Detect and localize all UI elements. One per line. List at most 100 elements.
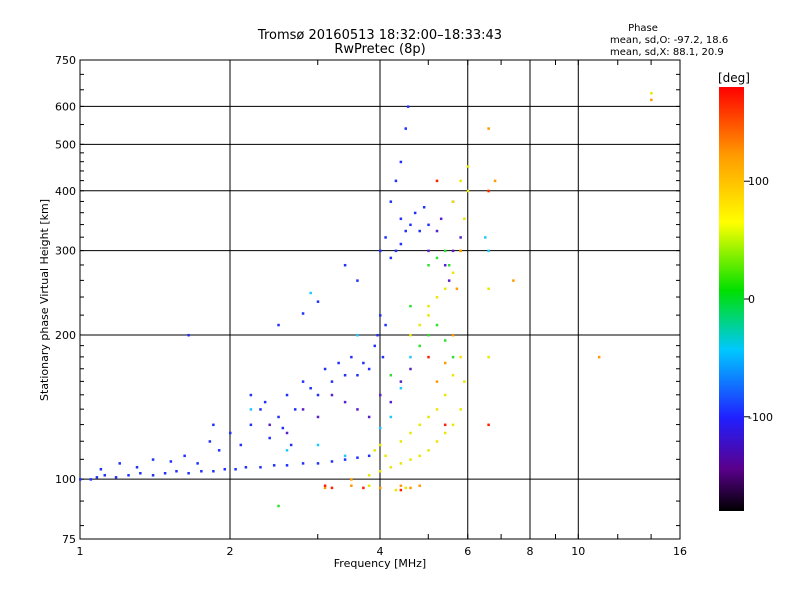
data-point bbox=[99, 468, 103, 471]
y-tick-label: 500 bbox=[55, 138, 76, 151]
data-point bbox=[229, 431, 232, 435]
chart-title: Tromsø 20160513 18:32:00–18:33:43 bbox=[257, 28, 502, 43]
data-point bbox=[484, 236, 487, 239]
data-point bbox=[459, 179, 462, 183]
data-point bbox=[196, 462, 199, 465]
data-point bbox=[427, 333, 430, 337]
data-point bbox=[183, 454, 186, 458]
data-point bbox=[409, 304, 412, 308]
data-point bbox=[285, 464, 289, 467]
data-point bbox=[389, 415, 393, 419]
data-point bbox=[435, 296, 439, 299]
data-point bbox=[223, 468, 227, 471]
grid-lines bbox=[80, 60, 680, 539]
data-point bbox=[187, 333, 190, 337]
data-point bbox=[394, 488, 398, 492]
data-point bbox=[451, 249, 455, 253]
data-point bbox=[459, 249, 462, 253]
data-point bbox=[367, 484, 371, 487]
data-point bbox=[406, 105, 410, 108]
data-point bbox=[187, 472, 190, 475]
data-point bbox=[301, 462, 305, 465]
data-point bbox=[409, 486, 412, 490]
data-point bbox=[330, 486, 334, 490]
data-point bbox=[466, 189, 470, 193]
data-point bbox=[281, 426, 285, 430]
data-point bbox=[89, 478, 93, 481]
data-point bbox=[418, 229, 421, 233]
data-point bbox=[435, 323, 439, 327]
data-point bbox=[413, 211, 417, 215]
data-point bbox=[435, 179, 439, 183]
data-point bbox=[323, 486, 327, 490]
data-point bbox=[330, 393, 334, 397]
data-point bbox=[451, 355, 455, 359]
data-point bbox=[367, 474, 371, 477]
x-tick-label: 16 bbox=[673, 545, 687, 558]
data-point bbox=[381, 355, 385, 359]
data-point bbox=[356, 333, 359, 337]
data-point bbox=[427, 314, 430, 317]
data-point bbox=[249, 393, 253, 397]
data-point bbox=[487, 189, 490, 193]
data-point bbox=[418, 484, 421, 487]
data-point bbox=[399, 380, 403, 383]
data-point bbox=[379, 443, 382, 447]
axis-ticks: 1 2 4 6 8 10 16 75 100 200 300 400 500 600 750 bbox=[55, 54, 687, 558]
data-point bbox=[447, 263, 451, 267]
data-point bbox=[356, 279, 359, 282]
y-axis-label: Stationary phase Virtual Height [km] bbox=[38, 199, 51, 401]
data-point bbox=[139, 472, 142, 475]
data-point bbox=[399, 462, 403, 465]
data-point bbox=[316, 300, 320, 303]
data-point bbox=[259, 408, 262, 411]
data-point bbox=[427, 304, 430, 308]
data-point bbox=[277, 323, 280, 327]
data-point bbox=[379, 314, 382, 317]
data-point bbox=[435, 440, 439, 443]
data-point bbox=[316, 443, 320, 447]
data-point bbox=[379, 426, 382, 430]
y-tick-label: 100 bbox=[55, 473, 76, 486]
data-point bbox=[439, 217, 443, 221]
x-tick-label: 6 bbox=[464, 545, 471, 558]
colorbar bbox=[719, 87, 744, 511]
data-point bbox=[487, 355, 490, 359]
data-point bbox=[409, 355, 412, 359]
data-point bbox=[135, 466, 139, 469]
data-point bbox=[399, 160, 403, 164]
data-point bbox=[443, 423, 447, 427]
data-point bbox=[239, 443, 243, 447]
data-point bbox=[384, 454, 387, 458]
data-point bbox=[169, 460, 173, 463]
data-point bbox=[466, 165, 470, 168]
data-point bbox=[451, 423, 455, 427]
x-axis-label: Frequency [MHz] bbox=[334, 557, 426, 570]
data-point bbox=[79, 478, 82, 481]
data-point bbox=[399, 488, 403, 492]
data-point bbox=[435, 256, 439, 260]
data-point bbox=[323, 367, 327, 371]
data-point bbox=[451, 200, 455, 203]
stats-title: Phase bbox=[628, 23, 658, 34]
data-point bbox=[443, 249, 447, 253]
data-point bbox=[379, 249, 382, 253]
data-point bbox=[373, 344, 377, 348]
data-point bbox=[427, 355, 430, 359]
data-point bbox=[384, 323, 387, 327]
data-point bbox=[367, 454, 371, 458]
data-point bbox=[493, 179, 497, 183]
data-point bbox=[379, 393, 382, 397]
data-point bbox=[389, 373, 393, 377]
data-point bbox=[447, 279, 451, 282]
data-point bbox=[337, 361, 340, 365]
data-point bbox=[163, 472, 167, 475]
data-point bbox=[343, 454, 347, 458]
colorbar-ticks: 100 0 -100 bbox=[744, 175, 773, 424]
data-point bbox=[463, 217, 466, 221]
data-point bbox=[343, 458, 347, 461]
data-point bbox=[367, 415, 371, 419]
data-point bbox=[650, 98, 653, 102]
data-point bbox=[418, 454, 421, 458]
data-point bbox=[422, 205, 426, 209]
